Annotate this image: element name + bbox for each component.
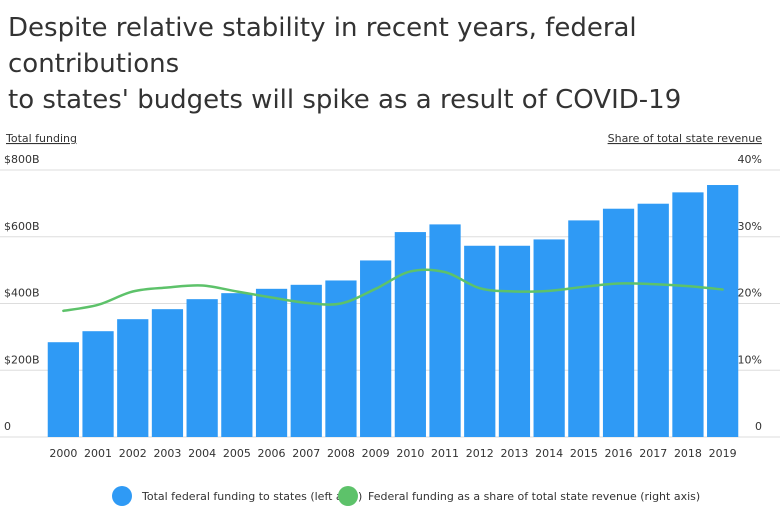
x-tick-label: 2019	[709, 447, 737, 460]
right-axis-title: Share of total state revenue	[608, 132, 763, 145]
y2-tick-label: 40%	[738, 153, 762, 166]
legend-swatch-share	[338, 486, 358, 506]
bar	[186, 299, 218, 437]
x-tick-label: 2012	[466, 447, 494, 460]
chart-title-line-1: Despite relative stability in recent yea…	[8, 13, 637, 79]
bar	[394, 232, 426, 437]
left-axis-title: Total funding	[5, 132, 77, 145]
y-tick-label: $200B	[4, 353, 40, 366]
bar	[47, 342, 79, 437]
y2-tick-label: 20%	[738, 287, 762, 300]
x-tick-label: 2018	[674, 447, 702, 460]
y2-tick-label: 30%	[738, 220, 762, 233]
legend: Total federal funding to states (left ax…	[0, 484, 780, 508]
bar	[360, 260, 392, 437]
x-tick-label: 2015	[570, 447, 598, 460]
legend-swatch-funding	[112, 486, 132, 506]
x-tick-label: 2006	[258, 447, 286, 460]
x-tick-label: 2016	[605, 447, 633, 460]
bar	[637, 203, 669, 437]
legend-label-funding: Total federal funding to states (left ax…	[142, 489, 363, 503]
x-tick-label: 2000	[49, 447, 77, 460]
y-tick-label: 0	[4, 420, 11, 433]
y-tick-label: $800B	[4, 153, 40, 166]
bar	[82, 331, 114, 437]
y-tick-label: $400B	[4, 287, 40, 300]
legend-label-share: Federal funding as a share of total stat…	[368, 489, 701, 503]
bar	[117, 319, 149, 437]
x-tick-label: 2009	[362, 447, 390, 460]
bar	[325, 280, 357, 437]
x-tick-label: 2010	[396, 447, 424, 460]
y-tick-label: $600B	[4, 220, 40, 233]
bar	[464, 245, 496, 437]
x-tick-label: 2011	[431, 447, 459, 460]
chart-title: Despite relative stability in recent yea…	[8, 10, 778, 118]
bar	[533, 239, 565, 437]
x-tick-label: 2017	[639, 447, 667, 460]
chart-area: Total funding Share of total state reven…	[0, 132, 780, 460]
bar	[707, 185, 739, 437]
bar	[290, 284, 322, 437]
bar	[151, 309, 184, 437]
x-tick-label: 2007	[292, 447, 320, 460]
bar	[429, 224, 461, 437]
bar	[672, 192, 704, 437]
x-tick-label: 2003	[153, 447, 181, 460]
x-tick-label: 2001	[84, 447, 112, 460]
share-line	[62, 268, 724, 313]
bar	[602, 208, 635, 437]
x-tick-label: 2014	[535, 447, 563, 460]
x-tick-label: 2005	[223, 447, 251, 460]
bar	[568, 220, 600, 437]
y2-tick-label: 0	[755, 420, 762, 433]
x-tick-label: 2002	[119, 447, 147, 460]
x-tick-label: 2008	[327, 447, 355, 460]
bar	[221, 293, 253, 437]
x-tick-label: 2013	[500, 447, 528, 460]
y2-tick-label: 10%	[738, 353, 762, 366]
x-tick-label: 2004	[188, 447, 216, 460]
bar	[498, 245, 531, 437]
legend-item-funding: Total federal funding to states (left ax…	[112, 484, 362, 508]
bar	[255, 288, 288, 437]
legend-item-share: Federal funding as a share of total stat…	[338, 484, 700, 508]
chart-title-line-2: to states' budgets will spike as a resul…	[8, 85, 682, 115]
